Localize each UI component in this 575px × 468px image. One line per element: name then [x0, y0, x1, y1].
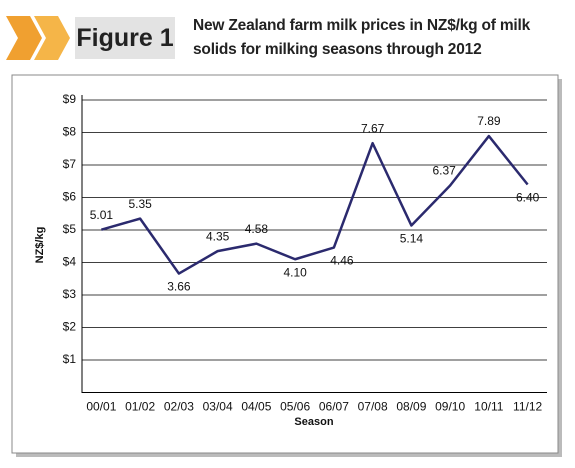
x-tick-label: 04/05: [241, 400, 271, 414]
chart-title: New Zealand farm milk prices in NZ$/kg o…: [193, 17, 531, 58]
frame: [11, 74, 559, 454]
x-tick-label: 09/10: [435, 400, 465, 414]
x-tick-label: 10/11: [474, 400, 503, 414]
y-tick-label: $1: [63, 352, 77, 366]
value-label: 6.40: [516, 191, 540, 205]
y-tick-label: $6: [63, 190, 77, 204]
y-tick-label: $2: [63, 320, 77, 334]
x-tick-label: 07/08: [358, 400, 388, 414]
x-tick-label: 05/06: [280, 400, 310, 414]
y-tick-label: $8: [63, 125, 77, 139]
value-label: 4.46: [330, 254, 354, 268]
chevron: [34, 16, 70, 60]
value-label: 4.10: [283, 265, 307, 279]
value-label: 5.14: [400, 232, 424, 246]
y-tick-label: $5: [63, 222, 77, 236]
value-label: 5.35: [128, 197, 152, 211]
line: [101, 134, 529, 275]
y-tick-label: $4: [63, 255, 77, 269]
y-axis-label: NZ$/kg: [34, 227, 46, 264]
x-tick-label: 06/07: [319, 400, 349, 414]
x-tick-label: 11/12: [513, 400, 542, 414]
y-tick-label: $9: [63, 92, 77, 106]
x-tick-label: 02/03: [164, 400, 194, 414]
x-tick-label: 01/02: [125, 400, 155, 414]
value-label: 7.89: [477, 114, 501, 128]
value-label: 6.37: [432, 164, 456, 178]
x-tick-label: 03/04: [203, 400, 233, 414]
figure-label: Figure 1: [75, 17, 175, 59]
value-label: 5.01: [90, 208, 114, 222]
y-tick-label: $3: [63, 287, 77, 301]
value-label: 4.58: [245, 222, 269, 236]
value-label: 3.66: [167, 280, 191, 294]
value-label: 4.35: [206, 229, 230, 243]
x-axis-label: Season: [294, 416, 333, 428]
y-tick-label: $7: [63, 157, 77, 171]
x-tick-label: 00/01: [86, 400, 116, 414]
value-label: 7.67: [361, 121, 385, 135]
chevron: [6, 16, 42, 60]
x-tick-label: 08/09: [396, 400, 426, 414]
